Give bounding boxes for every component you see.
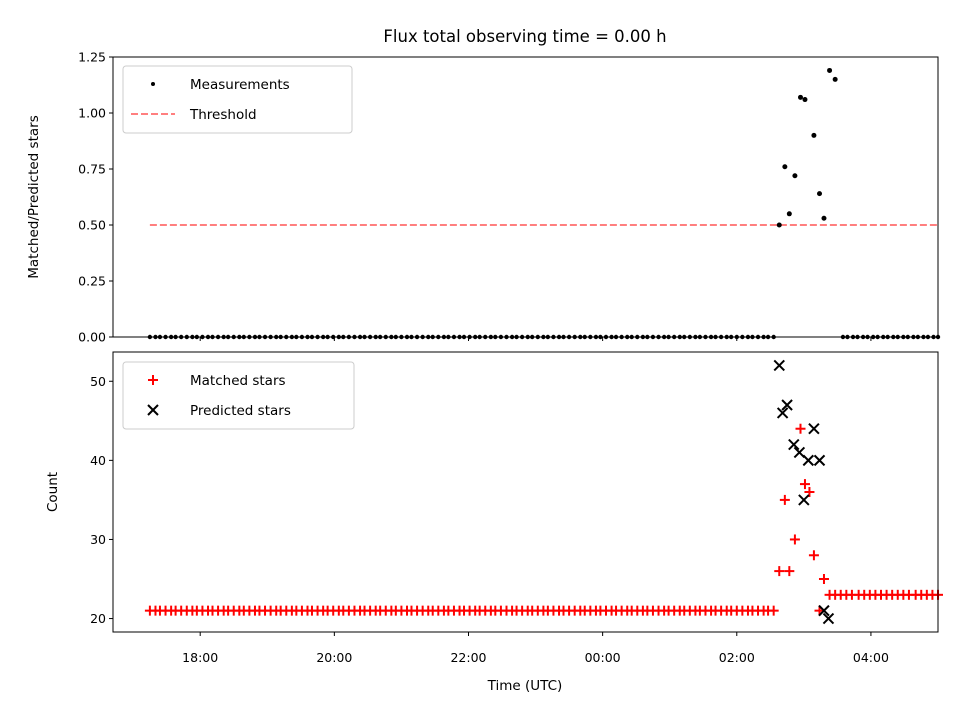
bottom-xtick-label: 22:00 [450, 650, 486, 665]
top-ytick-label: 0.50 [78, 218, 106, 233]
measurement-point [811, 132, 817, 138]
bottom-legend-box [122, 361, 355, 430]
bottom-x-ticks: 18:00 20:00 22:00 00:00 02:00 04:00 [182, 632, 889, 665]
matched-point [789, 534, 800, 545]
predicted-point [781, 399, 793, 411]
bottom-legend: Matched stars Predicted stars [122, 361, 355, 430]
top-y-ticks: 0.00 0.25 0.50 0.75 1.00 1.25 [78, 50, 113, 345]
top-ytick-label: 1.00 [78, 106, 106, 121]
bottom-xlabel: Time (UTC) [487, 678, 563, 694]
predicted-point [788, 438, 800, 451]
measurement-point [817, 191, 823, 197]
predicted-point [773, 359, 785, 372]
predicted-point [776, 407, 789, 419]
bottom-data-marks [144, 359, 943, 625]
matched-point [804, 487, 815, 497]
bottom-ytick-label: 40 [90, 453, 106, 468]
bottom-xtick-label: 00:00 [585, 650, 621, 665]
bottom-xtick-label: 18:00 [182, 650, 218, 665]
bottom-ytick-label: 50 [90, 374, 106, 389]
bottom-y-ticks: 20 30 40 50 [90, 374, 113, 626]
top-ytick-label: 1.25 [78, 50, 106, 65]
measurement-point [792, 173, 798, 179]
top-legend: Measurements Threshold [122, 65, 353, 134]
matched-point [768, 605, 779, 616]
legend-predicted-marker [147, 404, 159, 416]
legend-predicted-label: Predicted stars [190, 403, 291, 419]
measurement-point [776, 222, 782, 228]
chart-title: Flux total observing time = 0.00 h [383, 27, 666, 46]
measurement-point [827, 67, 833, 73]
measurement-point [782, 164, 788, 170]
top-ytick-label: 0.75 [78, 162, 106, 177]
bottom-xtick-label: 04:00 [853, 650, 889, 665]
bottom-ytick-label: 30 [90, 532, 106, 547]
matched-point [795, 423, 806, 434]
top-x-ticks [199, 337, 872, 341]
bottom-xtick-label: 20:00 [316, 650, 352, 665]
predicted-point [798, 494, 810, 506]
legend-matched-marker [148, 375, 158, 385]
bottom-xtick-label: 02:00 [719, 650, 755, 665]
predicted-point [822, 612, 835, 625]
bottom-ylabel: Count [45, 472, 61, 512]
ratio-panel: Flux total observing time = 0.00 h Match… [26, 27, 941, 345]
measurement-point [832, 76, 838, 82]
top-ytick-label: 0.00 [78, 330, 106, 345]
predicted-point [818, 604, 830, 617]
bottom-plot-frame [112, 351, 939, 633]
measurement-point [821, 215, 827, 221]
matched-point [784, 566, 795, 577]
bottom-ytick-label: 20 [90, 611, 106, 626]
predicted-point [808, 423, 820, 435]
top-ylabel: Matched/Predicted stars [26, 115, 42, 278]
legend-matched-label: Matched stars [190, 373, 286, 389]
legend-measurements-label: Measurements [190, 77, 290, 93]
top-legend-box [122, 65, 353, 134]
counts-panel: Count Time (UTC) 20 30 40 50 18:00 20:00 22:0… [45, 351, 943, 694]
top-plot-frame [112, 56, 939, 338]
legend-measurements-marker [151, 82, 155, 86]
predicted-point [793, 446, 806, 459]
measurement-point [786, 211, 792, 217]
measurement-point [798, 94, 803, 100]
matched-point [818, 574, 829, 585]
matched-point [799, 479, 810, 490]
top-ytick-label: 0.25 [78, 274, 106, 289]
matched-point [808, 550, 819, 561]
matched-point [779, 494, 790, 505]
legend-threshold-label: Threshold [189, 107, 257, 123]
matched-point [774, 566, 785, 577]
measurement-point [802, 97, 808, 103]
predicted-point [813, 454, 826, 467]
predicted-point [802, 454, 815, 467]
